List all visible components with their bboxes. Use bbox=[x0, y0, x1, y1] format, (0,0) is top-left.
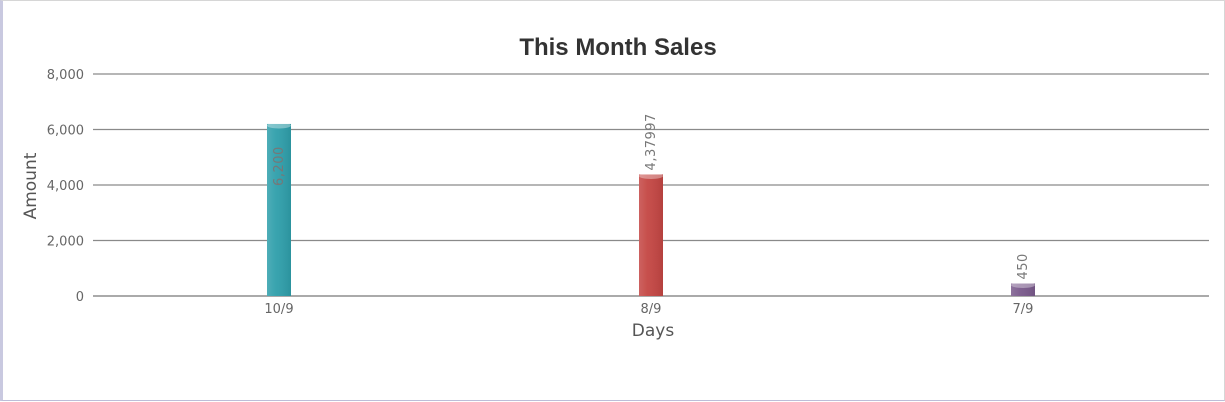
bar-chart: This Month Sales 0 2,000 4,000 6,000 8,000 1… bbox=[21, 34, 1209, 341]
bar-shading bbox=[639, 174, 663, 296]
y-tick-label: 8,000 bbox=[47, 68, 84, 83]
x-tick-label: 8/9 bbox=[641, 302, 662, 317]
x-tick-label: 7/9 bbox=[1013, 302, 1034, 317]
y-tick-label: 6,000 bbox=[47, 124, 84, 139]
data-label: 4,37997 bbox=[644, 113, 659, 170]
y-tick-label: 4,000 bbox=[47, 179, 84, 194]
y-tick-label: 2,000 bbox=[47, 235, 84, 250]
bar-cap bbox=[639, 172, 663, 179]
y-axis-title: Amount bbox=[21, 152, 41, 219]
data-labels: 6,200 4,37997 450 bbox=[272, 113, 1031, 279]
bar-shading bbox=[1011, 283, 1035, 296]
x-tick-label: 10/9 bbox=[264, 302, 293, 317]
bars bbox=[267, 122, 1035, 296]
bar-cap bbox=[1011, 282, 1035, 289]
y-tick-label: 0 bbox=[76, 290, 84, 305]
chart-title: This Month Sales bbox=[519, 34, 716, 61]
data-label: 6,200 bbox=[272, 146, 287, 186]
x-axis-title: Days bbox=[632, 321, 675, 341]
x-axis-tick-labels: 10/9 8/9 7/9 bbox=[264, 302, 1033, 317]
data-label: 450 bbox=[1016, 253, 1031, 279]
y-axis-tick-labels: 0 2,000 4,000 6,000 8,000 bbox=[47, 68, 84, 305]
bar-cap bbox=[267, 122, 291, 129]
bar-shading bbox=[267, 123, 291, 296]
